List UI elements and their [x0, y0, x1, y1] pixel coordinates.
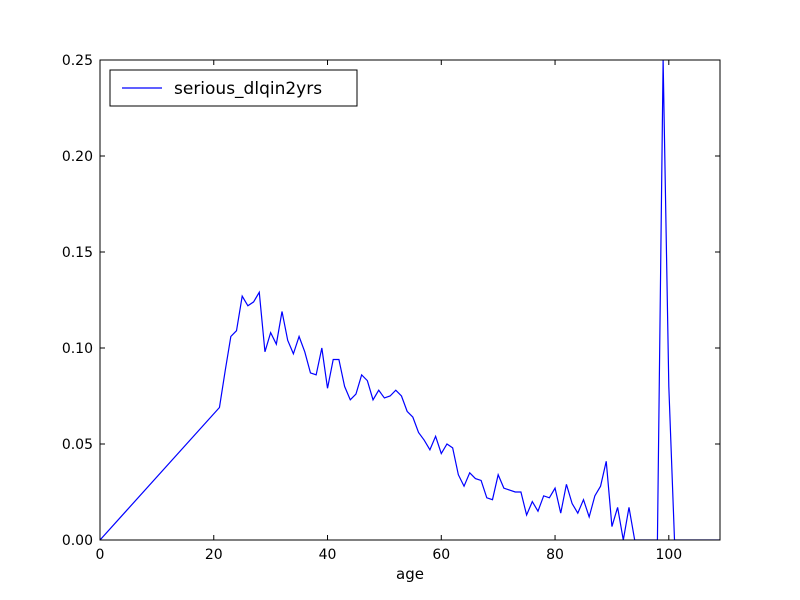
y-tick-label: 0.00 [62, 533, 93, 549]
plot-area [100, 60, 720, 540]
y-tick-label: 0.10 [62, 341, 93, 357]
x-tick-label: 20 [205, 547, 223, 563]
series-layer [100, 60, 720, 540]
x-tick-label: 0 [96, 547, 105, 563]
y-tick-label: 0.20 [62, 149, 93, 165]
x-tick-label: 40 [319, 547, 337, 563]
x-axis-label: age [396, 565, 424, 583]
legend-label: serious_dlqin2yrs [174, 79, 322, 99]
plot-frame [99, 59, 721, 541]
x-axis: 0 20 40 60 80 100 [96, 60, 682, 563]
y-tick-label: 0.25 [62, 53, 93, 69]
legend: serious_dlqin2yrs [109, 69, 358, 107]
y-axis: 0.00 0.05 0.10 0.15 0.20 0.25 [62, 53, 720, 549]
x-tick-label: 100 [655, 547, 682, 563]
x-tick-label: 80 [546, 547, 564, 563]
y-tick-label: 0.05 [62, 437, 93, 453]
x-tick-label: 60 [432, 547, 450, 563]
series-line-serious_dlqin2yrs [100, 60, 720, 540]
y-tick-label: 0.15 [62, 245, 93, 261]
